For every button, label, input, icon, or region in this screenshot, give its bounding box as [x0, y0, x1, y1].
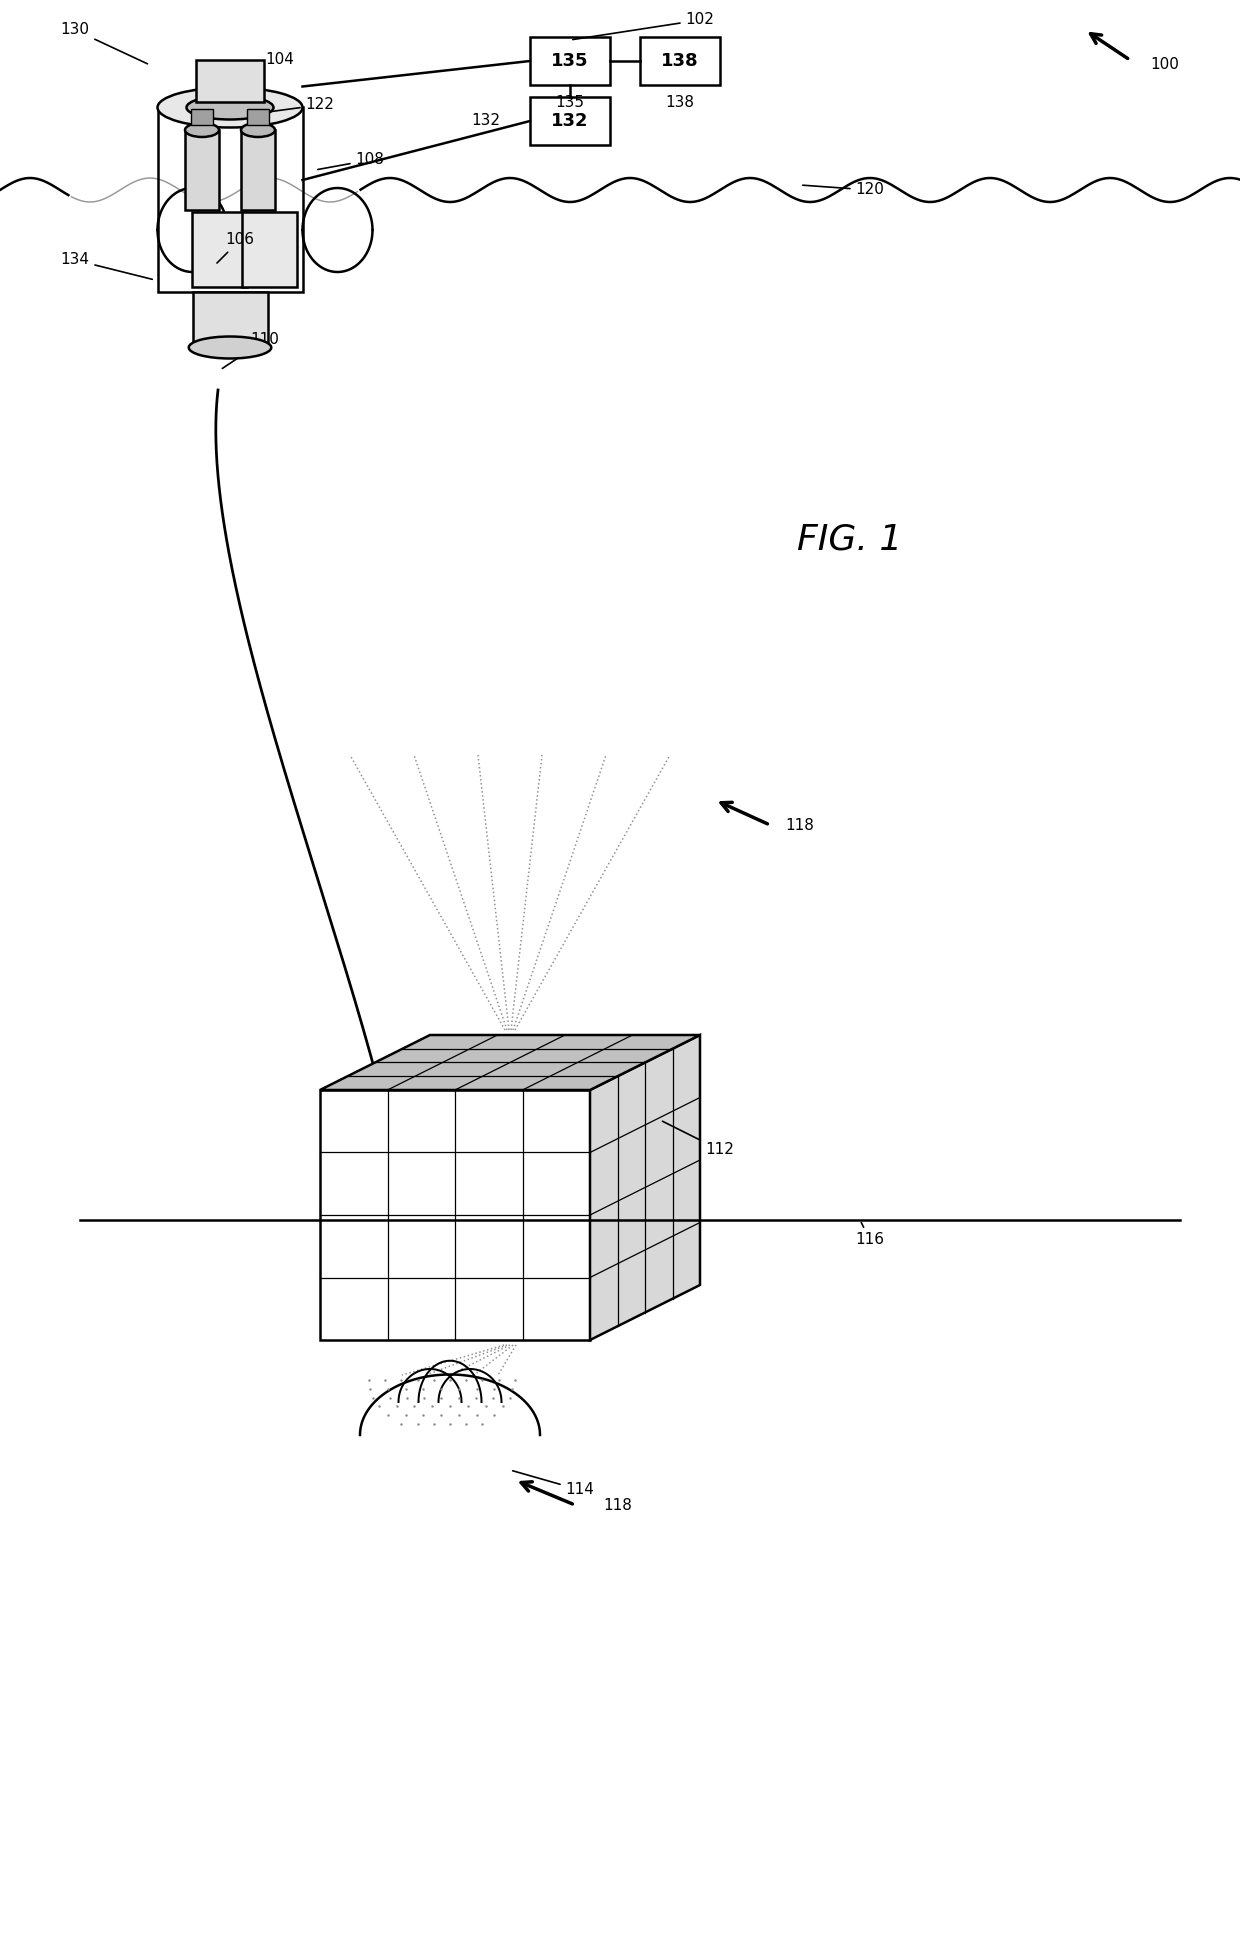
FancyBboxPatch shape	[241, 129, 275, 210]
Ellipse shape	[186, 96, 274, 120]
Text: 104: 104	[222, 53, 294, 88]
Ellipse shape	[188, 337, 272, 359]
FancyBboxPatch shape	[192, 292, 268, 347]
FancyBboxPatch shape	[157, 108, 303, 292]
Text: 130: 130	[61, 22, 148, 65]
Text: 135: 135	[552, 53, 589, 71]
Text: 118: 118	[786, 817, 815, 833]
Text: 120: 120	[802, 182, 884, 198]
Text: 112: 112	[662, 1121, 734, 1158]
Ellipse shape	[241, 123, 275, 137]
FancyBboxPatch shape	[529, 96, 610, 145]
Text: 118: 118	[604, 1497, 632, 1513]
Text: 116: 116	[856, 1223, 884, 1247]
Text: 122: 122	[248, 98, 335, 114]
Text: 100: 100	[1151, 57, 1179, 73]
Text: 132: 132	[552, 112, 589, 129]
Ellipse shape	[185, 123, 219, 137]
FancyBboxPatch shape	[640, 37, 720, 84]
FancyBboxPatch shape	[192, 212, 247, 288]
Polygon shape	[320, 1035, 701, 1090]
Text: 135: 135	[556, 96, 584, 110]
FancyBboxPatch shape	[191, 110, 213, 125]
Polygon shape	[320, 1090, 590, 1341]
FancyBboxPatch shape	[529, 37, 610, 84]
Text: 134: 134	[61, 253, 153, 280]
Text: 110: 110	[222, 333, 279, 368]
Polygon shape	[590, 1035, 701, 1341]
FancyBboxPatch shape	[196, 61, 264, 102]
Text: FIG. 1: FIG. 1	[797, 523, 903, 557]
Text: 138: 138	[666, 96, 694, 110]
Text: 102: 102	[573, 12, 714, 39]
FancyBboxPatch shape	[242, 212, 298, 288]
Text: 132: 132	[471, 114, 500, 129]
Ellipse shape	[157, 88, 303, 127]
FancyBboxPatch shape	[247, 110, 269, 125]
Text: 138: 138	[661, 53, 699, 71]
Text: 106: 106	[217, 233, 254, 263]
Text: 114: 114	[512, 1470, 594, 1497]
FancyBboxPatch shape	[185, 129, 219, 210]
Text: 108: 108	[317, 153, 384, 169]
